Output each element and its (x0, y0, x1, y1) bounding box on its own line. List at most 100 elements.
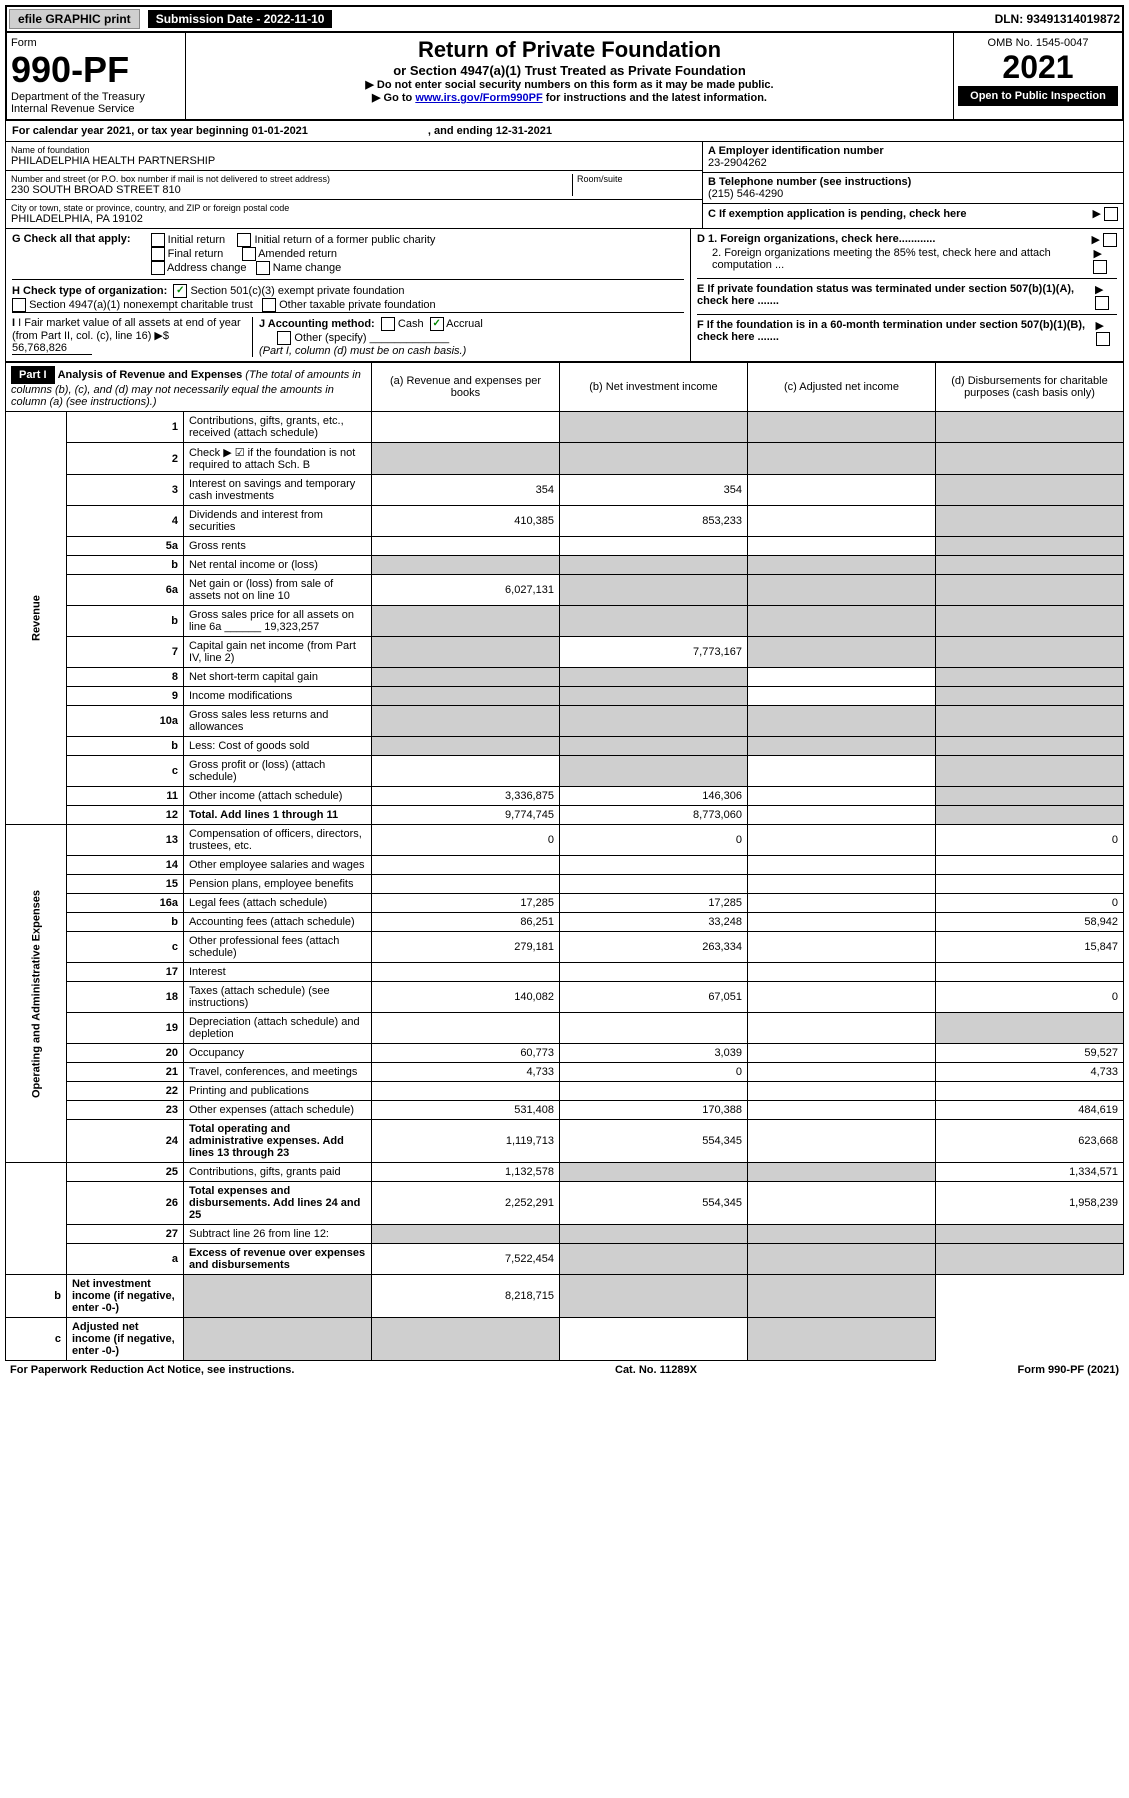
row-description: Pension plans, employee benefits (183, 875, 371, 894)
row-number: 26 (66, 1182, 183, 1225)
value-cell-a (371, 1013, 559, 1044)
g-amended-checkbox[interactable] (242, 247, 256, 261)
row-description: Other employee salaries and wages (183, 856, 371, 875)
row-number: 2 (66, 443, 183, 475)
ein: 23-2904262 (708, 157, 1118, 169)
e-checkbox[interactable] (1095, 296, 1109, 310)
value-cell-a: 4,733 (371, 1063, 559, 1082)
value-cell-d: 484,619 (935, 1101, 1123, 1120)
value-cell-a (183, 1275, 371, 1318)
g-final-checkbox[interactable] (151, 247, 165, 261)
value-cell-d: 15,847 (935, 932, 1123, 963)
value-cell-b: 554,345 (559, 1120, 747, 1163)
value-cell-b (559, 706, 747, 737)
expenses-section-label: Operating and Administrative Expenses (6, 825, 67, 1163)
g-address-label: Address change (167, 262, 247, 274)
city-label: City or town, state or province, country… (11, 203, 697, 213)
form-title: Return of Private Foundation (190, 37, 949, 63)
j-label: J Accounting method: (259, 318, 375, 330)
row-number: b (66, 737, 183, 756)
value-cell-a (371, 737, 559, 756)
value-cell-c (747, 1101, 935, 1120)
f-checkbox[interactable] (1096, 332, 1110, 346)
row-description: Taxes (attach schedule) (see instruction… (183, 982, 371, 1013)
row-description: Contributions, gifts, grants paid (183, 1163, 371, 1182)
row-number: 8 (66, 668, 183, 687)
value-cell-b (559, 875, 747, 894)
note2-pre: ▶ Go to (372, 92, 415, 104)
d2-checkbox[interactable] (1093, 260, 1107, 274)
value-cell-a: 1,119,713 (371, 1120, 559, 1163)
g-address-checkbox[interactable] (151, 261, 165, 275)
value-cell-c (747, 1082, 935, 1101)
col-d-header: (d) Disbursements for charitable purpose… (935, 363, 1123, 412)
form-header: Form 990-PF Department of the Treasury I… (5, 33, 1124, 121)
value-cell-d: 4,733 (935, 1063, 1123, 1082)
d1-checkbox[interactable] (1103, 233, 1117, 247)
value-cell-b: 17,285 (559, 894, 747, 913)
g-final-label: Final return (168, 248, 224, 260)
c-checkbox[interactable] (1104, 207, 1118, 221)
value-cell-b (559, 537, 747, 556)
value-cell-c (747, 787, 935, 806)
value-cell-a (371, 537, 559, 556)
spacer-cell (6, 1163, 67, 1275)
col-a-header: (a) Revenue and expenses per books (371, 363, 559, 412)
g-initial-former-label: Initial return of a former public charit… (254, 234, 435, 246)
value-cell-d (935, 1082, 1123, 1101)
value-cell-d: 59,527 (935, 1044, 1123, 1063)
dln: DLN: 93491314019872 (995, 12, 1120, 26)
value-cell-a (371, 412, 559, 443)
g-initial-former-checkbox[interactable] (237, 233, 251, 247)
footer-left: For Paperwork Reduction Act Notice, see … (10, 1364, 294, 1376)
row-description: Total operating and administrative expen… (183, 1120, 371, 1163)
value-cell-c (747, 932, 935, 963)
value-cell-b: 170,388 (559, 1101, 747, 1120)
value-cell-b (559, 412, 747, 443)
row-description: Interest (183, 963, 371, 982)
h-4947-checkbox[interactable] (12, 298, 26, 312)
footer: For Paperwork Reduction Act Notice, see … (5, 1361, 1124, 1379)
row-description: Interest on savings and temporary cash i… (183, 475, 371, 506)
value-cell-d (935, 637, 1123, 668)
row-number: 12 (66, 806, 183, 825)
value-cell-d (935, 556, 1123, 575)
row-number: 16a (66, 894, 183, 913)
g-name-checkbox[interactable] (256, 261, 270, 275)
col-c-header: (c) Adjusted net income (747, 363, 935, 412)
value-cell-a: 279,181 (371, 932, 559, 963)
j-cash-label: Cash (398, 318, 424, 330)
value-cell-b: 8,218,715 (371, 1275, 559, 1318)
value-cell-b (559, 1163, 747, 1182)
h-other-checkbox[interactable] (262, 298, 276, 312)
h-501c3-checkbox[interactable] (173, 284, 187, 298)
row-description: Compensation of officers, directors, tru… (183, 825, 371, 856)
value-cell-a (371, 856, 559, 875)
j-cash-checkbox[interactable] (381, 317, 395, 331)
value-cell-d (747, 1318, 935, 1361)
value-cell-b (559, 443, 747, 475)
value-cell-a: 410,385 (371, 506, 559, 537)
value-cell-c (747, 443, 935, 475)
row-description: Net gain or (loss) from sale of assets n… (183, 575, 371, 606)
value-cell-d: 0 (935, 894, 1123, 913)
row-description: Accounting fees (attach schedule) (183, 913, 371, 932)
j-other-checkbox[interactable] (277, 331, 291, 345)
row-description: Depreciation (attach schedule) and deple… (183, 1013, 371, 1044)
row-description: Excess of revenue over expenses and disb… (183, 1244, 371, 1275)
efile-print-button[interactable]: efile GRAPHIC print (9, 9, 140, 29)
value-cell-d: 58,942 (935, 913, 1123, 932)
note2-post: for instructions and the latest informat… (543, 92, 767, 104)
irs-link[interactable]: www.irs.gov/Form990PF (415, 92, 542, 104)
value-cell-d (935, 787, 1123, 806)
j-accrual-checkbox[interactable] (430, 317, 444, 331)
value-cell-c (747, 1120, 935, 1163)
row-description: Other expenses (attach schedule) (183, 1101, 371, 1120)
value-cell-b (559, 687, 747, 706)
row-description: Check ▶ ☑ if the foundation is not requi… (183, 443, 371, 475)
g-initial-checkbox[interactable] (151, 233, 165, 247)
value-cell-a (371, 668, 559, 687)
i-value: 56,768,826 (12, 342, 92, 355)
value-cell-d (935, 1013, 1123, 1044)
value-cell-a: 86,251 (371, 913, 559, 932)
